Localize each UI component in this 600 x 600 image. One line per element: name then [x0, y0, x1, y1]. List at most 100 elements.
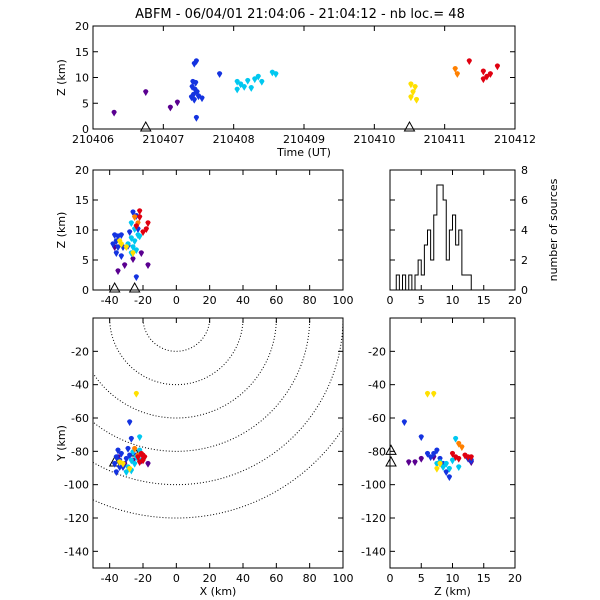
x-tick-label: 40: [236, 572, 250, 585]
time_height-ylabel: Z (km): [55, 59, 68, 96]
x-tick-label: 210410: [353, 133, 395, 146]
source-point: [117, 459, 123, 466]
x-tick-label: -20: [134, 294, 152, 307]
source-point: [115, 244, 121, 251]
source-point: [112, 232, 118, 239]
source-point: [120, 460, 126, 468]
source-point: [123, 455, 129, 463]
x-tick-label: 15: [477, 572, 491, 585]
x_height-ylabel: Z (km): [55, 212, 68, 249]
source-point: [115, 447, 121, 455]
source-point: [408, 81, 414, 89]
source-point: [462, 452, 468, 460]
x-tick-label: 60: [269, 572, 283, 585]
source-point: [424, 450, 431, 458]
x-tick-label: -20: [134, 572, 152, 585]
source-point: [133, 390, 139, 398]
x-tick-label: 80: [303, 294, 317, 307]
source-point: [234, 78, 240, 86]
source-point: [191, 96, 197, 104]
x-tick-label: 0: [387, 294, 394, 307]
source-point: [443, 469, 449, 476]
source-point: [449, 457, 456, 465]
source-point: [111, 109, 117, 117]
source-point: [248, 85, 254, 92]
x-tick-label: 210411: [424, 133, 466, 146]
source-point: [238, 81, 244, 89]
source-point: [128, 235, 134, 242]
x-tick-label: 10: [446, 572, 460, 585]
source-point: [128, 435, 134, 443]
source-point: [193, 58, 199, 66]
source-point: [273, 71, 279, 78]
x-tick-label: -40: [101, 294, 119, 307]
source-point: [137, 459, 143, 466]
height_plan-panel: 0 5 10 15 20 -140 -120 -100 -80 -60 -40 -20 Z (km): [361, 317, 522, 598]
source-point: [145, 220, 151, 227]
source-point: [127, 465, 133, 473]
y-tick-label: -80: [368, 445, 386, 458]
source-point: [443, 460, 449, 468]
source-point: [130, 250, 136, 257]
source-point: [137, 208, 143, 215]
y-tick-label: 10: [75, 224, 89, 237]
x-tick-label: 80: [303, 572, 317, 585]
source-point: [122, 262, 128, 269]
histogram-step: [390, 184, 515, 291]
x-tick-label: 210407: [142, 133, 184, 146]
y-tick-label: 0: [521, 284, 528, 297]
source-point: [113, 454, 119, 461]
source-point: [456, 455, 462, 463]
source-point: [140, 229, 146, 236]
y-tick-label: 20: [75, 164, 89, 177]
source-point: [487, 71, 493, 78]
source-point: [137, 214, 143, 221]
source-point: [468, 454, 474, 461]
source-point: [431, 450, 437, 458]
y-tick-label: 0: [82, 123, 89, 136]
range-circle: [93, 318, 343, 486]
source-point: [456, 440, 462, 448]
source-point: [132, 460, 138, 468]
source-point: [431, 390, 437, 398]
source-point: [118, 253, 124, 260]
source-point: [128, 220, 134, 227]
source-point: [140, 457, 146, 465]
y-tick-label: 10: [75, 72, 89, 85]
source-point: [132, 214, 138, 221]
source-point: [484, 73, 490, 81]
x-tick-label: 20: [508, 572, 522, 585]
source-point: [454, 71, 460, 78]
x-tick-label: 5: [418, 294, 425, 307]
y-tick-label: -140: [64, 545, 89, 558]
source-point: [241, 84, 247, 91]
source-point: [269, 69, 275, 77]
source-point: [145, 262, 151, 269]
y-tick-label: -100: [64, 479, 89, 492]
source-point: [143, 89, 149, 96]
source-point: [118, 450, 124, 458]
source-point: [452, 65, 458, 73]
source-point: [412, 459, 418, 466]
source-point: [125, 241, 131, 248]
source-point: [446, 474, 452, 481]
y-tick-label: -60: [368, 412, 386, 425]
source-point: [418, 455, 424, 463]
source-point: [123, 244, 129, 251]
source-point: [110, 241, 116, 248]
source-point: [133, 247, 139, 254]
station-marker: [385, 444, 397, 455]
source-point: [437, 460, 443, 468]
source-point: [137, 233, 143, 241]
y-tick-label: 15: [75, 46, 89, 59]
source-point: [143, 226, 149, 233]
x-tick-label: 40: [236, 294, 250, 307]
height_plan-frame: [389, 317, 516, 569]
plan_view-panel: -40 -20 0 20 40 60 80 100 -140 -120 -100 -80 -60 -40 -…: [55, 317, 354, 598]
source-point: [401, 419, 407, 426]
x-tick-label: 0: [173, 572, 180, 585]
y-tick-label: -40: [368, 379, 386, 392]
station-marker: [108, 281, 121, 293]
x-tick-label: 210409: [283, 133, 325, 146]
